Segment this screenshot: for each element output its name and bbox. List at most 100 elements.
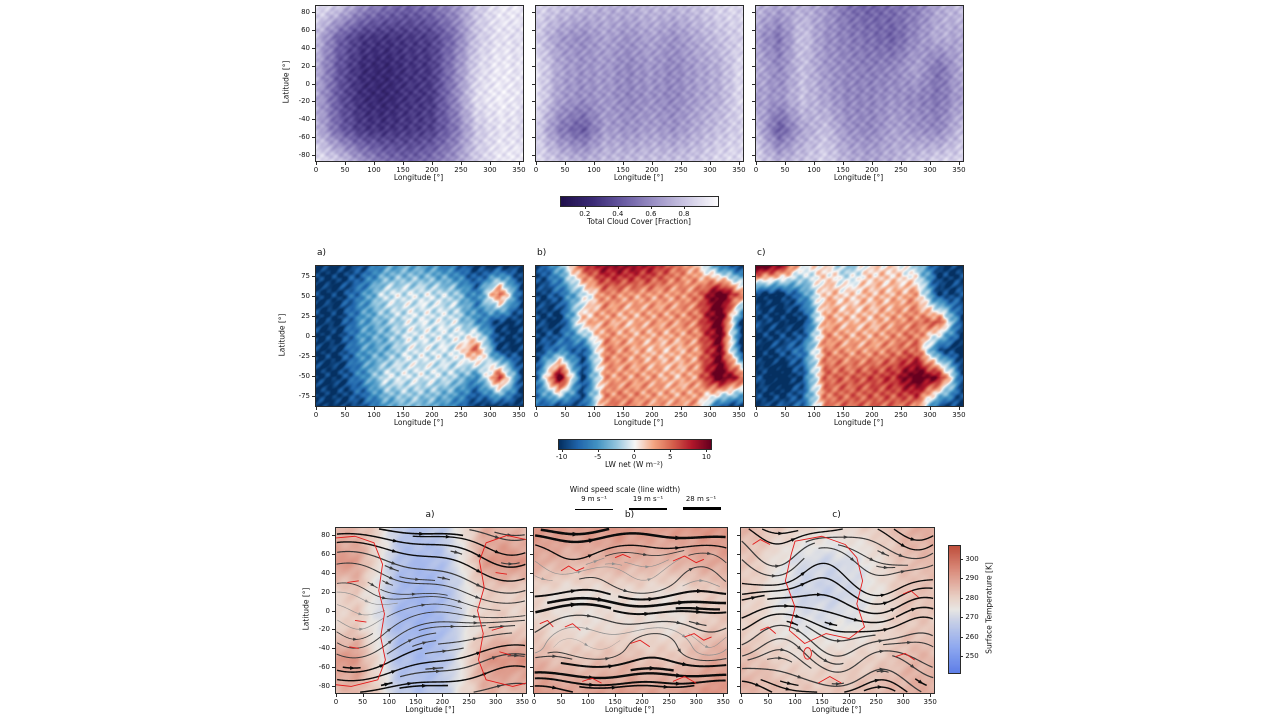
streamline-map-canvas bbox=[534, 528, 727, 693]
y-tick-mark bbox=[532, 356, 535, 358]
y-tick-mark bbox=[312, 336, 315, 337]
x-tick-label: 350 bbox=[732, 166, 746, 174]
y-tick-mark bbox=[312, 30, 315, 32]
y-tick-mark bbox=[530, 667, 533, 669]
x-tick-label: 50 bbox=[556, 698, 566, 706]
x-tick-label: 350 bbox=[512, 411, 526, 419]
x-tick-mark bbox=[615, 694, 617, 697]
y-tick-mark bbox=[752, 65, 755, 67]
x-tick-mark bbox=[431, 162, 433, 165]
x-tick-mark bbox=[842, 407, 844, 410]
colorbar-tick-mark bbox=[960, 597, 963, 599]
y-tick-mark bbox=[752, 336, 755, 337]
colorbar-tick-mark bbox=[561, 449, 563, 452]
x-tick-label: 250 bbox=[662, 698, 676, 706]
panel-label-c: c) bbox=[757, 248, 766, 258]
y-tick-mark bbox=[312, 315, 315, 317]
x-tick-label: 300 bbox=[923, 411, 937, 419]
colorbar-tick-mark bbox=[960, 636, 963, 638]
heatmap-canvas bbox=[756, 6, 963, 161]
y-tick-mark bbox=[332, 572, 335, 574]
y-tick-label: -60 bbox=[318, 663, 330, 672]
panel-label-a: a) bbox=[425, 510, 435, 520]
colorbar-tick-mark bbox=[617, 206, 619, 209]
y-tick-label: -20 bbox=[298, 97, 310, 106]
lw-net-map-a bbox=[315, 265, 524, 407]
y-tick-mark bbox=[737, 667, 740, 669]
x-tick-label: 350 bbox=[515, 698, 529, 706]
x-tick-mark bbox=[373, 407, 375, 410]
y-tick-mark bbox=[752, 275, 755, 277]
x-tick-label: 100 bbox=[587, 166, 601, 174]
lw-net-map-b bbox=[535, 265, 744, 407]
x-tick-mark bbox=[415, 694, 417, 697]
y-tick-mark bbox=[737, 534, 740, 536]
surface-temperature-colorbar bbox=[948, 545, 961, 674]
x-tick-mark bbox=[344, 162, 346, 165]
y-tick-mark bbox=[532, 396, 535, 398]
x-tick-mark bbox=[696, 694, 698, 697]
y-tick-mark bbox=[312, 83, 315, 85]
colorbar-tick-label: 5 bbox=[667, 453, 673, 461]
x-axis-label: Longitude [°] bbox=[613, 418, 664, 427]
x-tick-mark bbox=[784, 407, 786, 410]
colorbar-tick-mark bbox=[960, 656, 963, 658]
x-tick-mark bbox=[795, 694, 797, 697]
y-tick-label: 60 bbox=[321, 549, 330, 558]
colorbar-tick-mark bbox=[706, 449, 708, 452]
y-tick-mark bbox=[312, 295, 315, 297]
x-tick-mark bbox=[813, 162, 815, 165]
colorbar-label: Total Cloud Cover [Fraction] bbox=[587, 217, 691, 226]
y-tick-mark bbox=[332, 686, 335, 688]
x-tick-label: 300 bbox=[703, 166, 717, 174]
colorbar-tick-mark bbox=[634, 449, 635, 452]
y-tick-mark bbox=[752, 315, 755, 317]
x-tick-label: 150 bbox=[616, 411, 630, 419]
y-tick-mark bbox=[530, 591, 533, 593]
y-tick-label: -20 bbox=[318, 625, 330, 634]
y-tick-mark bbox=[532, 119, 535, 121]
x-tick-label: 50 bbox=[340, 411, 350, 419]
x-tick-label: 200 bbox=[635, 698, 649, 706]
x-tick-mark bbox=[536, 407, 537, 410]
cloud-cover-map-1 bbox=[315, 5, 524, 162]
x-tick-mark bbox=[431, 407, 433, 410]
x-tick-label: 250 bbox=[894, 166, 908, 174]
x-tick-label: 250 bbox=[869, 698, 883, 706]
x-tick-label: 0 bbox=[531, 698, 537, 706]
x-tick-mark bbox=[489, 407, 491, 410]
y-tick-mark bbox=[532, 65, 535, 67]
x-tick-mark bbox=[495, 694, 497, 697]
x-tick-mark bbox=[930, 694, 932, 697]
x-tick-label: 100 bbox=[581, 698, 595, 706]
x-axis-label: Longitude [°] bbox=[604, 705, 655, 714]
x-tick-mark bbox=[651, 407, 653, 410]
x-tick-mark bbox=[756, 407, 757, 410]
y-tick-label: -50 bbox=[298, 372, 310, 381]
y-tick-label: 0 bbox=[305, 79, 310, 88]
y-tick-mark bbox=[332, 648, 335, 650]
x-tick-label: 250 bbox=[894, 411, 908, 419]
x-tick-mark bbox=[723, 694, 725, 697]
x-tick-label: 350 bbox=[923, 698, 937, 706]
colorbar-tick-mark bbox=[960, 578, 963, 580]
y-tick-mark bbox=[532, 376, 535, 378]
y-tick-mark bbox=[752, 376, 755, 378]
y-tick-mark bbox=[530, 648, 533, 650]
x-tick-mark bbox=[929, 407, 931, 410]
y-tick-mark bbox=[752, 136, 755, 138]
x-tick-label: 300 bbox=[703, 411, 717, 419]
y-tick-mark bbox=[332, 610, 335, 612]
x-tick-mark bbox=[822, 694, 824, 697]
x-tick-mark bbox=[469, 694, 471, 697]
x-tick-label: 300 bbox=[488, 698, 503, 706]
lw-net-colorbar bbox=[558, 439, 712, 450]
x-axis-label: Longitude [°] bbox=[613, 173, 664, 182]
x-tick-mark bbox=[518, 162, 520, 165]
y-tick-mark bbox=[532, 295, 535, 297]
y-tick-label: -80 bbox=[298, 150, 310, 159]
y-tick-mark bbox=[332, 629, 335, 631]
y-tick-mark bbox=[532, 30, 535, 32]
x-tick-label: 250 bbox=[674, 411, 688, 419]
x-tick-label: 150 bbox=[396, 411, 410, 419]
